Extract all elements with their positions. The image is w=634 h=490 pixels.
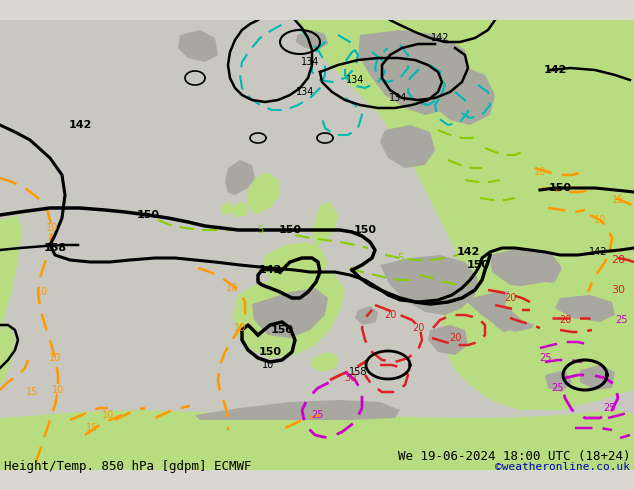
Polygon shape — [225, 160, 255, 195]
Text: 20: 20 — [449, 333, 461, 343]
Text: 20: 20 — [412, 323, 424, 333]
Polygon shape — [252, 288, 328, 338]
Polygon shape — [580, 365, 615, 390]
Text: 134: 134 — [296, 87, 314, 97]
Text: 150: 150 — [259, 347, 281, 357]
Text: 20: 20 — [611, 255, 625, 265]
Text: 10: 10 — [36, 287, 48, 297]
Polygon shape — [195, 400, 400, 420]
Text: 150: 150 — [271, 325, 294, 335]
Polygon shape — [222, 202, 232, 215]
Text: 158: 158 — [44, 243, 67, 253]
Text: 150: 150 — [467, 260, 489, 270]
Text: Height/Temp. 850 hPa [gdpm] ECMWF: Height/Temp. 850 hPa [gdpm] ECMWF — [4, 460, 252, 473]
Polygon shape — [296, 30, 328, 50]
Text: 25: 25 — [312, 410, 324, 420]
Text: 25: 25 — [552, 383, 564, 393]
Text: 134: 134 — [389, 93, 407, 103]
Text: 142: 142 — [430, 33, 450, 43]
Text: 25: 25 — [539, 353, 551, 363]
Text: 150: 150 — [354, 225, 377, 235]
Polygon shape — [178, 30, 218, 62]
Text: 134: 134 — [301, 57, 319, 67]
Text: 150: 150 — [278, 225, 302, 235]
Polygon shape — [608, 320, 634, 360]
Polygon shape — [428, 325, 468, 355]
Polygon shape — [380, 255, 478, 315]
Text: 25: 25 — [604, 403, 616, 413]
Text: 134: 134 — [346, 75, 364, 85]
Text: 142: 142 — [589, 247, 607, 257]
Text: 10: 10 — [262, 360, 274, 370]
Text: 142: 142 — [68, 120, 92, 130]
Polygon shape — [425, 65, 495, 125]
Text: 142: 142 — [456, 247, 480, 257]
Text: 10: 10 — [234, 323, 246, 333]
Polygon shape — [0, 215, 22, 330]
Text: 10: 10 — [49, 353, 61, 363]
Polygon shape — [358, 30, 470, 115]
Polygon shape — [0, 325, 15, 385]
Polygon shape — [490, 248, 562, 288]
Text: 142: 142 — [543, 65, 567, 75]
Polygon shape — [310, 352, 338, 372]
Polygon shape — [295, 20, 634, 410]
Polygon shape — [0, 20, 634, 470]
Text: We 19-06-2024 18:00 UTC (18+24): We 19-06-2024 18:00 UTC (18+24) — [398, 450, 630, 463]
Text: 30: 30 — [611, 285, 625, 295]
Text: 10: 10 — [46, 223, 58, 233]
Text: 5: 5 — [397, 253, 403, 263]
Polygon shape — [465, 290, 542, 332]
Text: 20: 20 — [504, 293, 516, 303]
Text: 142: 142 — [258, 265, 281, 275]
Text: 10: 10 — [226, 283, 238, 293]
Text: 150: 150 — [548, 183, 571, 193]
Polygon shape — [312, 202, 338, 250]
Text: 20: 20 — [384, 310, 396, 320]
Polygon shape — [355, 306, 378, 325]
Text: 30: 30 — [344, 373, 356, 383]
Polygon shape — [262, 242, 328, 290]
Text: 15: 15 — [612, 195, 624, 205]
Polygon shape — [230, 202, 248, 218]
Text: 5: 5 — [257, 225, 263, 235]
Text: 15: 15 — [86, 423, 98, 433]
Text: 15: 15 — [26, 387, 38, 397]
Polygon shape — [495, 314, 518, 332]
Polygon shape — [505, 282, 618, 335]
Polygon shape — [233, 270, 345, 358]
Polygon shape — [545, 370, 572, 392]
Text: 10: 10 — [52, 385, 64, 395]
Text: 25: 25 — [616, 315, 628, 325]
Text: 150: 150 — [136, 210, 160, 220]
Text: ©weatheronline.co.uk: ©weatheronline.co.uk — [495, 462, 630, 472]
Polygon shape — [299, 322, 320, 348]
Polygon shape — [0, 410, 634, 470]
Polygon shape — [248, 172, 280, 215]
Text: 10: 10 — [594, 215, 606, 225]
Polygon shape — [380, 125, 435, 168]
Polygon shape — [555, 295, 615, 322]
Text: 10: 10 — [534, 167, 546, 177]
Text: 10: 10 — [102, 410, 114, 420]
Text: 20: 20 — [559, 315, 571, 325]
Text: 158: 158 — [349, 367, 367, 377]
